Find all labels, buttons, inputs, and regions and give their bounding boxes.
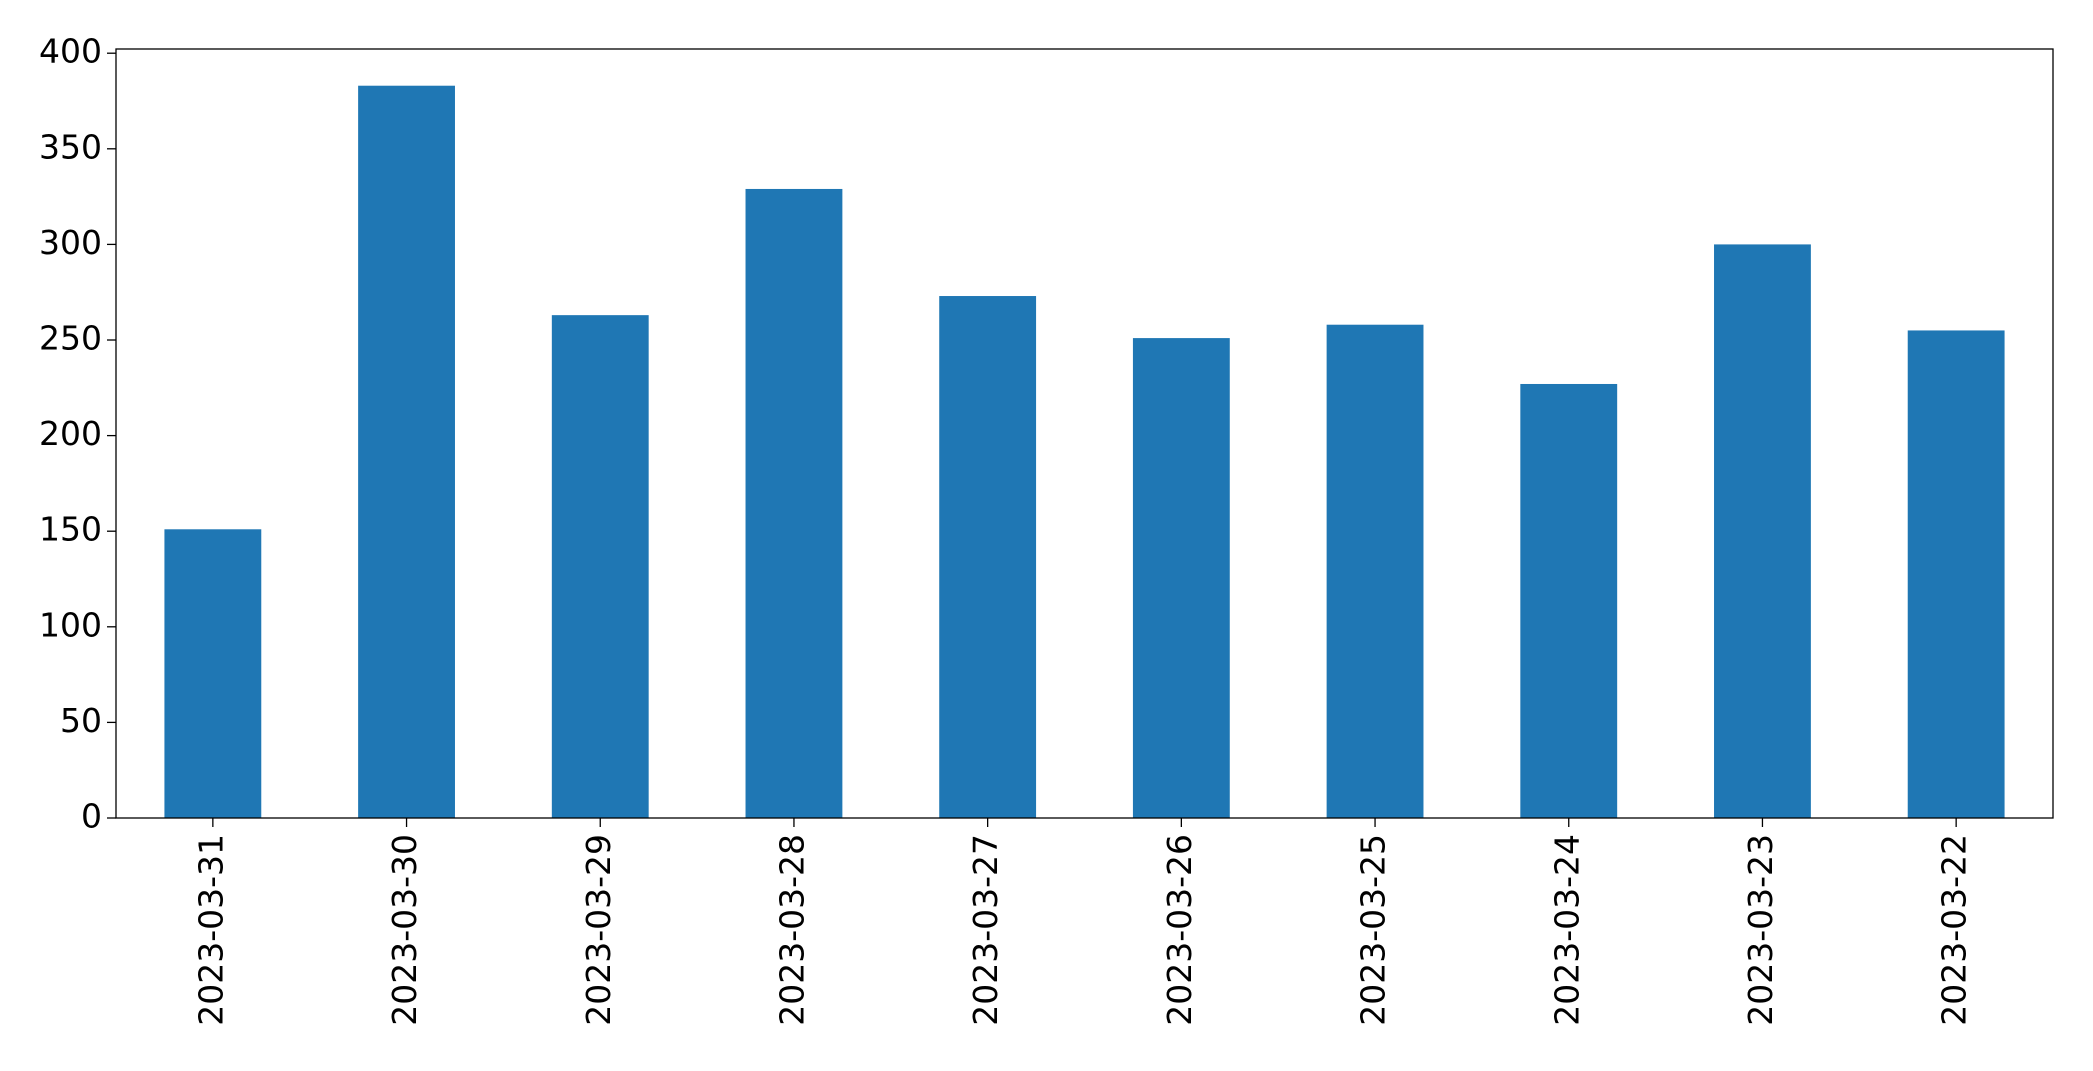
y-tick-label: 100 bbox=[39, 605, 102, 644]
y-tick-label: 50 bbox=[60, 701, 102, 740]
bar bbox=[1132, 338, 1230, 818]
x-tick-label: 2023-03-26 bbox=[1160, 834, 1199, 1026]
bar bbox=[1326, 324, 1424, 818]
x-tick-label: 2023-03-23 bbox=[1741, 834, 1780, 1026]
bar bbox=[1907, 330, 2005, 818]
bar bbox=[1714, 244, 1811, 818]
x-tick-label: 2023-03-25 bbox=[1354, 834, 1393, 1026]
y-tick-label: 250 bbox=[39, 319, 102, 358]
x-tick-label: 2023-03-28 bbox=[772, 834, 811, 1026]
y-tick-label: 400 bbox=[39, 32, 102, 71]
bar bbox=[745, 188, 843, 819]
bar bbox=[551, 315, 649, 818]
y-tick-label: 350 bbox=[39, 127, 102, 166]
plot-frame bbox=[115, 48, 2054, 819]
x-tick-label: 2023-03-31 bbox=[191, 834, 230, 1026]
y-tick-label: 200 bbox=[39, 414, 102, 453]
x-tick-label: 2023-03-22 bbox=[1935, 834, 1974, 1026]
x-tick-label: 2023-03-27 bbox=[966, 834, 1005, 1026]
bar bbox=[358, 85, 455, 819]
bar bbox=[1520, 383, 1618, 818]
y-tick-label: 150 bbox=[39, 510, 102, 549]
x-tick-label: 2023-03-24 bbox=[1547, 834, 1586, 1026]
x-tick-label: 2023-03-30 bbox=[385, 834, 424, 1026]
y-tick-label: 0 bbox=[81, 797, 102, 836]
bar bbox=[164, 529, 262, 818]
y-tick-label: 300 bbox=[39, 223, 102, 262]
bar bbox=[939, 296, 1037, 819]
x-tick-label: 2023-03-29 bbox=[579, 834, 618, 1026]
